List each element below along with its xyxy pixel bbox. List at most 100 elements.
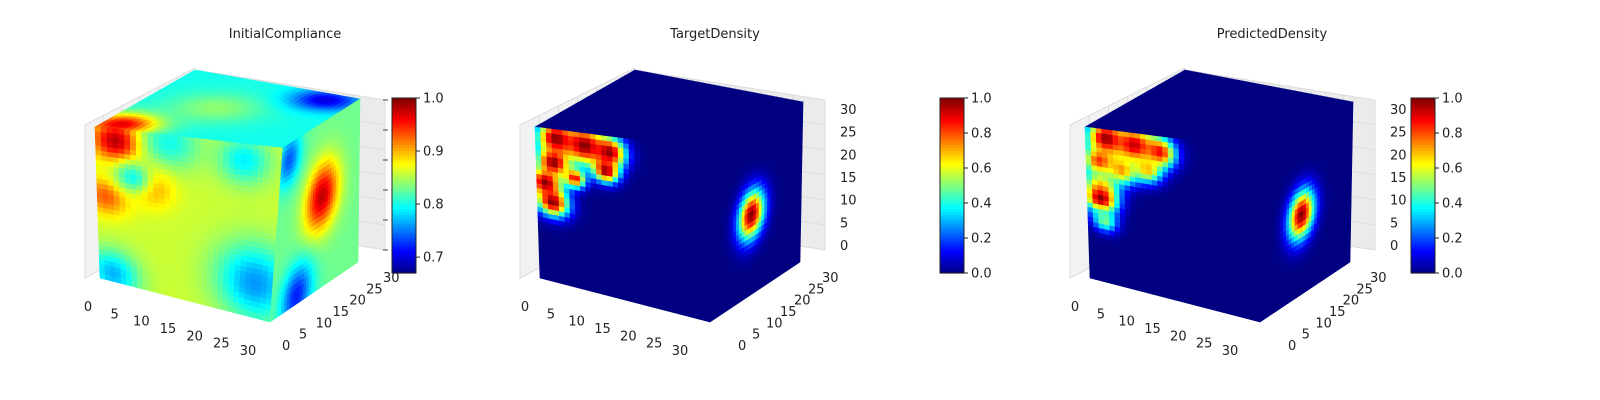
voxel-cell: [216, 302, 223, 311]
voxel-cell: [243, 309, 250, 317]
colorbar-tick-label: 0.8: [423, 198, 444, 213]
voxel-cell: [184, 294, 191, 302]
voxel-cell: [645, 299, 652, 308]
voxel-cell: [270, 151, 278, 159]
voxel-cell: [550, 275, 557, 283]
voxel-cell: [190, 295, 197, 304]
voxel-cell: [247, 143, 254, 151]
voxel-cell: [221, 304, 229, 312]
voxel-cube: [534, 69, 804, 323]
voxel-cell: [603, 289, 610, 297]
x-axis-tick-label: 5: [111, 307, 119, 322]
voxel-cell: [614, 291, 620, 300]
voxel-cell: [136, 282, 143, 290]
colorbar-swatch: [392, 98, 416, 102]
voxel-cell: [152, 286, 159, 294]
voxel-cell: [608, 290, 615, 298]
panel-initial-compliance: InitialCompliance 0 5 10 15 20 25 30 0510152025…: [84, 27, 444, 359]
x-axis-tick-label: 0: [84, 300, 92, 315]
voxel-cell: [99, 272, 106, 280]
voxel-cell: [587, 285, 594, 293]
voxel-cell: [539, 272, 546, 280]
x-axis-tick-label: 10: [133, 315, 150, 330]
voxel-cell: [158, 287, 165, 295]
voxel-cell: [237, 308, 245, 316]
voxel-cell: [253, 312, 261, 320]
voxel-cell: [252, 144, 260, 152]
voxel-cell: [560, 278, 567, 286]
voxel-cell: [275, 157, 283, 165]
voxel-cell: [126, 279, 133, 287]
voxel-cube: [94, 69, 361, 323]
voxel-cell: [142, 283, 149, 291]
voxel-cell: [619, 293, 626, 301]
y-axis-tick-label: 15: [333, 305, 350, 320]
voxel-cell: [270, 146, 278, 154]
voxel-cell: [555, 276, 562, 284]
y-axis-tick-label: 20: [349, 294, 366, 309]
voxel-cell: [131, 281, 138, 289]
voxel-cell: [229, 141, 237, 149]
voxel-cell: [592, 286, 599, 294]
voxel-cell: [276, 147, 284, 154]
chart-title: InitialCompliance: [229, 27, 342, 42]
x-axis-tick-label: 30: [240, 344, 257, 359]
x-axis-tick-label: 25: [213, 337, 230, 352]
voxel-cell: [258, 145, 266, 152]
voxel-cell: [168, 290, 175, 298]
colorbar-tick-label: 1.0: [423, 92, 444, 107]
voxel-cell: [269, 157, 277, 164]
voxel-cell: [264, 145, 272, 153]
y-axis-tick-label: 5: [299, 328, 307, 343]
voxel-cell: [246, 149, 254, 156]
voxel-cell: [635, 297, 642, 305]
voxel-cell: [598, 287, 605, 295]
voxel-cell: [235, 142, 243, 150]
voxel-cell: [217, 140, 225, 147]
voxel-cell: [240, 148, 248, 156]
y-axis-tick-label: 10: [316, 316, 333, 331]
voxel-cell: [205, 299, 213, 308]
voxel-cell: [624, 294, 631, 302]
face-front: [534, 126, 713, 323]
voxel-cell: [110, 275, 117, 283]
voxel-cell: [115, 276, 122, 284]
y-axis-tick-label: 0: [282, 339, 290, 354]
voxel-cell: [259, 313, 266, 322]
voxel-cell: [179, 293, 186, 301]
voxel-cell: [147, 285, 154, 293]
voxel-cell: [264, 151, 272, 158]
voxel-cell: [211, 301, 218, 309]
voxel-cell: [629, 295, 636, 304]
voxel-cell: [200, 298, 207, 306]
voxel-cell: [252, 149, 260, 157]
colorbar: 0.70.80.91.0: [391, 92, 444, 274]
face-top: [94, 69, 361, 149]
voxel-cell: [195, 297, 202, 305]
voxel-cell: [544, 274, 551, 282]
voxel-cell: [576, 282, 583, 290]
voxel-cell: [232, 306, 239, 315]
voxel-cell: [211, 139, 219, 147]
voxel-cell: [235, 147, 242, 155]
face-front: [94, 126, 284, 323]
voxel-cell: [241, 143, 249, 150]
x-axis-tick-label: 15: [160, 322, 177, 337]
voxel-cell: [263, 156, 271, 164]
chart-title: TargetDensity: [669, 27, 760, 42]
voxel-cell: [227, 305, 234, 313]
colorbar-tick-label: 0.9: [423, 145, 444, 160]
voxel-cell: [258, 150, 266, 158]
y-axis-tick-label: 25: [366, 282, 383, 297]
voxel-cell: [656, 302, 663, 311]
voxel-cell: [651, 301, 658, 309]
voxel-cell: [248, 310, 255, 319]
voxel-cell: [276, 152, 283, 160]
x-axis-tick-label: 20: [186, 329, 203, 344]
panel-target-density: TargetDensity 0 5 10 15 20 25 30 05101520253005…: [519, 27, 992, 359]
voxel-cell: [174, 291, 181, 300]
voxel-cell: [223, 141, 231, 148]
voxel-cell: [104, 274, 111, 282]
voxel-cell: [120, 278, 127, 286]
